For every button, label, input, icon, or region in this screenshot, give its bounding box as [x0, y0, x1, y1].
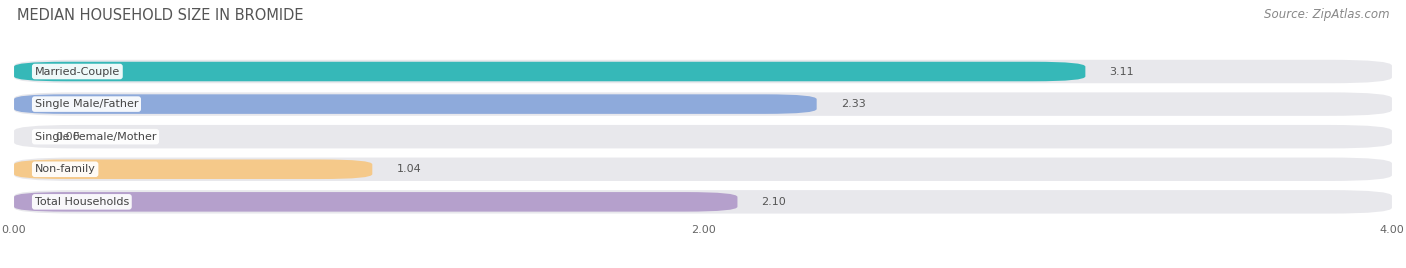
Text: Total Households: Total Households: [35, 197, 129, 207]
Text: Source: ZipAtlas.com: Source: ZipAtlas.com: [1264, 8, 1389, 21]
Text: 2.33: 2.33: [841, 99, 866, 109]
FancyBboxPatch shape: [14, 94, 817, 114]
FancyBboxPatch shape: [14, 192, 738, 212]
FancyBboxPatch shape: [14, 62, 1085, 81]
Text: MEDIAN HOUSEHOLD SIZE IN BROMIDE: MEDIAN HOUSEHOLD SIZE IN BROMIDE: [17, 8, 304, 23]
FancyBboxPatch shape: [14, 159, 373, 179]
FancyBboxPatch shape: [14, 125, 1392, 148]
Text: 0.00: 0.00: [55, 132, 80, 142]
Text: 1.04: 1.04: [396, 164, 422, 174]
Text: 3.11: 3.11: [1109, 66, 1135, 77]
Text: 2.10: 2.10: [762, 197, 786, 207]
FancyBboxPatch shape: [14, 158, 1392, 181]
Text: Married-Couple: Married-Couple: [35, 66, 120, 77]
FancyBboxPatch shape: [14, 60, 1392, 83]
Text: Single Male/Father: Single Male/Father: [35, 99, 138, 109]
FancyBboxPatch shape: [14, 190, 1392, 214]
Text: Single Female/Mother: Single Female/Mother: [35, 132, 156, 142]
FancyBboxPatch shape: [14, 92, 1392, 116]
Text: Non-family: Non-family: [35, 164, 96, 174]
